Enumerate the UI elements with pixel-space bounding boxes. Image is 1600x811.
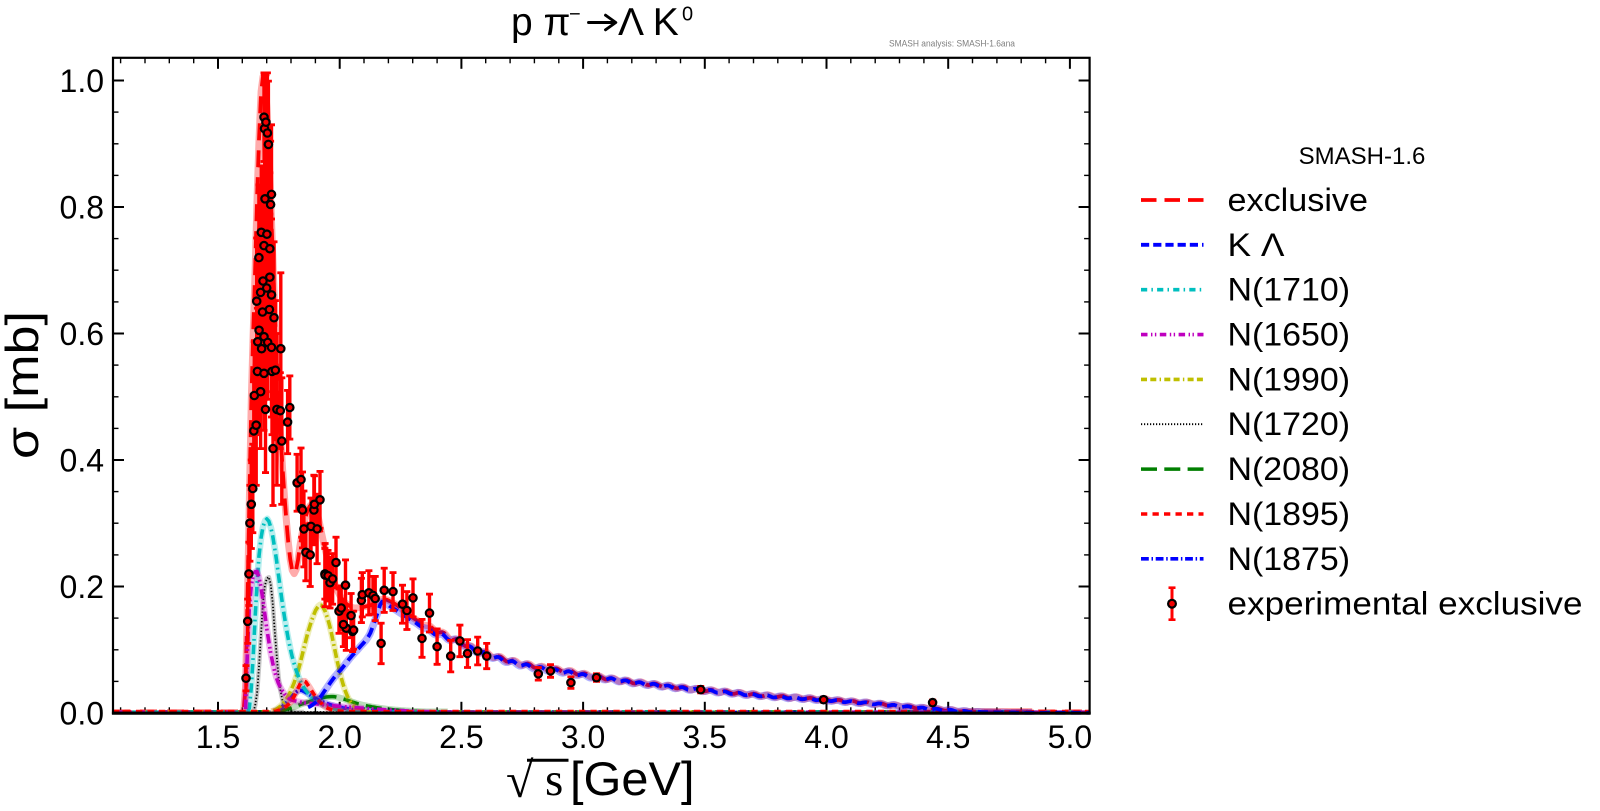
svg-text:2.0: 2.0 bbox=[317, 719, 361, 755]
svg-text:0.0: 0.0 bbox=[60, 696, 104, 732]
svg-text:0.4: 0.4 bbox=[60, 443, 104, 479]
svg-text:N(1650): N(1650) bbox=[1228, 317, 1351, 353]
svg-text:SMASH-1.6: SMASH-1.6 bbox=[1299, 143, 1426, 170]
svg-text:p π: p π bbox=[511, 1, 570, 44]
svg-text:N(1990): N(1990) bbox=[1228, 361, 1351, 397]
svg-text:5.0: 5.0 bbox=[1048, 719, 1092, 755]
svg-text:N(1875): N(1875) bbox=[1228, 541, 1351, 577]
svg-text:σ [mb]: σ [mb] bbox=[0, 311, 48, 459]
svg-text:0.6: 0.6 bbox=[60, 316, 104, 352]
svg-text:SMASH analysis: SMASH-1.6ana: SMASH analysis: SMASH-1.6ana bbox=[889, 39, 1016, 50]
svg-text:0.2: 0.2 bbox=[60, 569, 104, 605]
svg-text:K Λ: K Λ bbox=[1228, 227, 1286, 263]
svg-text:0.8: 0.8 bbox=[60, 190, 104, 226]
svg-text:N(1710): N(1710) bbox=[1228, 272, 1351, 308]
svg-text:Λ K: Λ K bbox=[618, 1, 679, 44]
svg-text:1.0: 1.0 bbox=[60, 63, 104, 99]
svg-text:N(1720): N(1720) bbox=[1228, 406, 1351, 442]
svg-text:4.5: 4.5 bbox=[926, 719, 970, 755]
svg-text:2.5: 2.5 bbox=[439, 719, 483, 755]
svg-text:−: − bbox=[569, 4, 581, 26]
svg-text:N(1895): N(1895) bbox=[1228, 496, 1351, 532]
svg-text:experimental exclusive: experimental exclusive bbox=[1228, 586, 1583, 622]
svg-text:1.5: 1.5 bbox=[196, 719, 240, 755]
svg-text:4.0: 4.0 bbox=[804, 719, 848, 755]
svg-text:3.5: 3.5 bbox=[683, 719, 727, 755]
svg-text:s: s bbox=[545, 754, 563, 806]
svg-text:N(2080): N(2080) bbox=[1228, 451, 1351, 487]
svg-text:3.0: 3.0 bbox=[561, 719, 605, 755]
svg-text:exclusive: exclusive bbox=[1228, 182, 1369, 218]
svg-text:[GeV]: [GeV] bbox=[570, 752, 695, 805]
svg-text:0: 0 bbox=[682, 4, 693, 26]
